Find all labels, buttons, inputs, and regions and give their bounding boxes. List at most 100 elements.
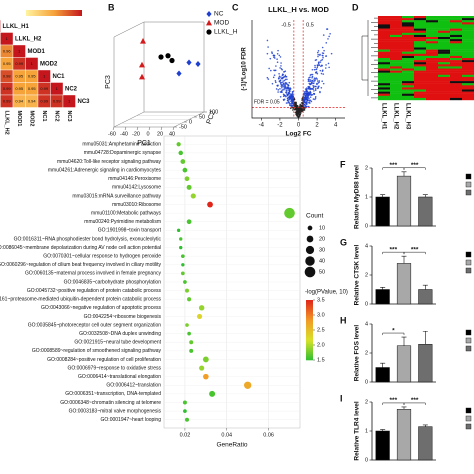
cluster-cell <box>414 18 426 21</box>
cluster-cell <box>438 45 450 48</box>
background-point <box>280 85 283 88</box>
cluster-cell <box>438 64 450 67</box>
term-label: mmu04261:Adrenergic signaling in cardiom… <box>48 167 162 173</box>
cluster-cell <box>450 89 462 92</box>
cluster-cell <box>426 22 438 25</box>
bar <box>396 345 412 383</box>
cluster-cell <box>390 37 402 40</box>
dot <box>209 390 216 397</box>
background-point <box>294 101 297 104</box>
background-point <box>316 80 319 82</box>
error-bar <box>422 330 428 345</box>
background-point <box>317 55 319 58</box>
cell-value: 0.95 <box>28 86 37 91</box>
x-tick-label: -20 <box>132 131 140 137</box>
color-tick-label: 2.5 <box>317 327 325 333</box>
background-point <box>292 91 294 93</box>
cluster-cell <box>390 83 402 86</box>
column-label: MOD2 <box>28 111 34 127</box>
cluster-cell <box>450 37 462 40</box>
background-point <box>287 92 290 95</box>
y-tick-label: 1 <box>365 194 368 200</box>
cluster-cell <box>414 74 426 78</box>
color-bar-slice <box>306 334 313 337</box>
cluster-cell <box>462 43 474 46</box>
cluster-cell <box>426 20 438 23</box>
panel-label: D <box>352 2 359 12</box>
term-label: GO:0060135~maternal process involved in … <box>25 271 162 277</box>
dot <box>203 373 209 380</box>
background-point <box>278 77 280 80</box>
background-point <box>286 93 289 95</box>
cluster-cell <box>426 85 438 88</box>
background-point <box>318 85 320 87</box>
background-point <box>282 85 284 88</box>
color-tick-label: 2.0 <box>317 342 325 348</box>
cluster-cell <box>438 72 450 75</box>
cluster-cell <box>378 32 390 36</box>
cluster-cell <box>402 24 414 27</box>
cluster-cell <box>462 68 474 71</box>
cell-value: 0.98 <box>3 73 12 78</box>
cluster-cell <box>402 60 414 63</box>
background-point <box>279 79 282 81</box>
cluster-cell <box>402 41 414 44</box>
cluster-cell <box>402 53 414 57</box>
cluster-cell <box>462 93 474 96</box>
background-point <box>281 84 284 86</box>
cluster-cell <box>462 66 474 69</box>
panel-label: I <box>340 393 343 403</box>
x-tick-label: -60 <box>108 131 116 137</box>
background-point <box>279 95 282 98</box>
error-bar <box>380 362 386 368</box>
background-point <box>285 83 287 85</box>
cluster-cell <box>426 66 438 69</box>
cluster-cell <box>402 55 414 59</box>
background-point <box>270 69 272 72</box>
cluster-cell <box>390 93 402 96</box>
background-point <box>279 88 281 90</box>
cluster-cell <box>378 41 390 44</box>
dot <box>186 219 192 225</box>
point <box>140 38 146 44</box>
dot <box>183 409 187 413</box>
background-point <box>321 58 324 61</box>
background-point <box>292 99 294 102</box>
point <box>169 57 175 64</box>
cluster-cell <box>378 16 390 19</box>
cluster-cell <box>390 39 402 42</box>
cluster-cell <box>462 22 474 25</box>
background-point <box>269 57 272 60</box>
x-tick-label: 20 <box>157 131 163 137</box>
color-bar-slice <box>306 354 313 357</box>
size-legend-dot <box>304 266 316 278</box>
cluster-cell <box>378 47 390 50</box>
cluster-cell <box>438 89 450 92</box>
background-point <box>324 67 327 69</box>
cluster-cell <box>426 95 438 99</box>
cluster-cell <box>438 53 450 57</box>
cluster-cell <box>402 74 414 78</box>
cluster-cell <box>450 58 462 61</box>
background-point <box>309 83 311 86</box>
error-bar <box>401 336 407 346</box>
cluster-cell <box>438 37 450 40</box>
dot <box>185 288 189 293</box>
cluster-cell <box>390 22 402 25</box>
background-point <box>301 97 304 100</box>
color-bar <box>26 10 82 16</box>
cluster-cell <box>390 87 402 90</box>
term-label: GO:0008284~positive regulation of cell p… <box>47 357 161 363</box>
y-tick-label: 0 <box>189 119 192 125</box>
cluster-cell <box>378 87 390 90</box>
cluster-cell <box>462 95 474 99</box>
cluster-cell <box>462 24 474 27</box>
background-point <box>276 58 278 60</box>
significance-bracket <box>403 402 426 405</box>
cell-value: 1 <box>18 48 21 53</box>
background-point <box>316 72 319 75</box>
cluster-cell <box>390 28 402 31</box>
background-point <box>304 105 307 108</box>
cluster-cell <box>402 32 414 36</box>
cluster-cell <box>462 70 474 73</box>
